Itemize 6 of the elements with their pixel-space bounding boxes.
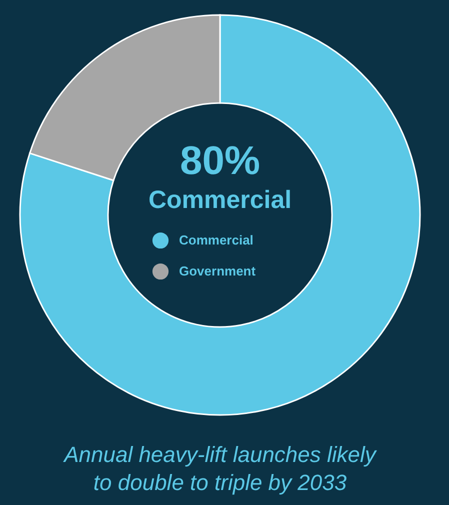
legend-label: Commercial — [179, 232, 254, 248]
legend-label: Government — [179, 264, 256, 278]
donut-slice — [20, 14, 421, 416]
text: Annual heavy-lift launches likely to double to triple by 2033 — [62, 442, 378, 495]
text: 80% — [180, 139, 260, 183]
text: Commercial — [148, 186, 292, 214]
